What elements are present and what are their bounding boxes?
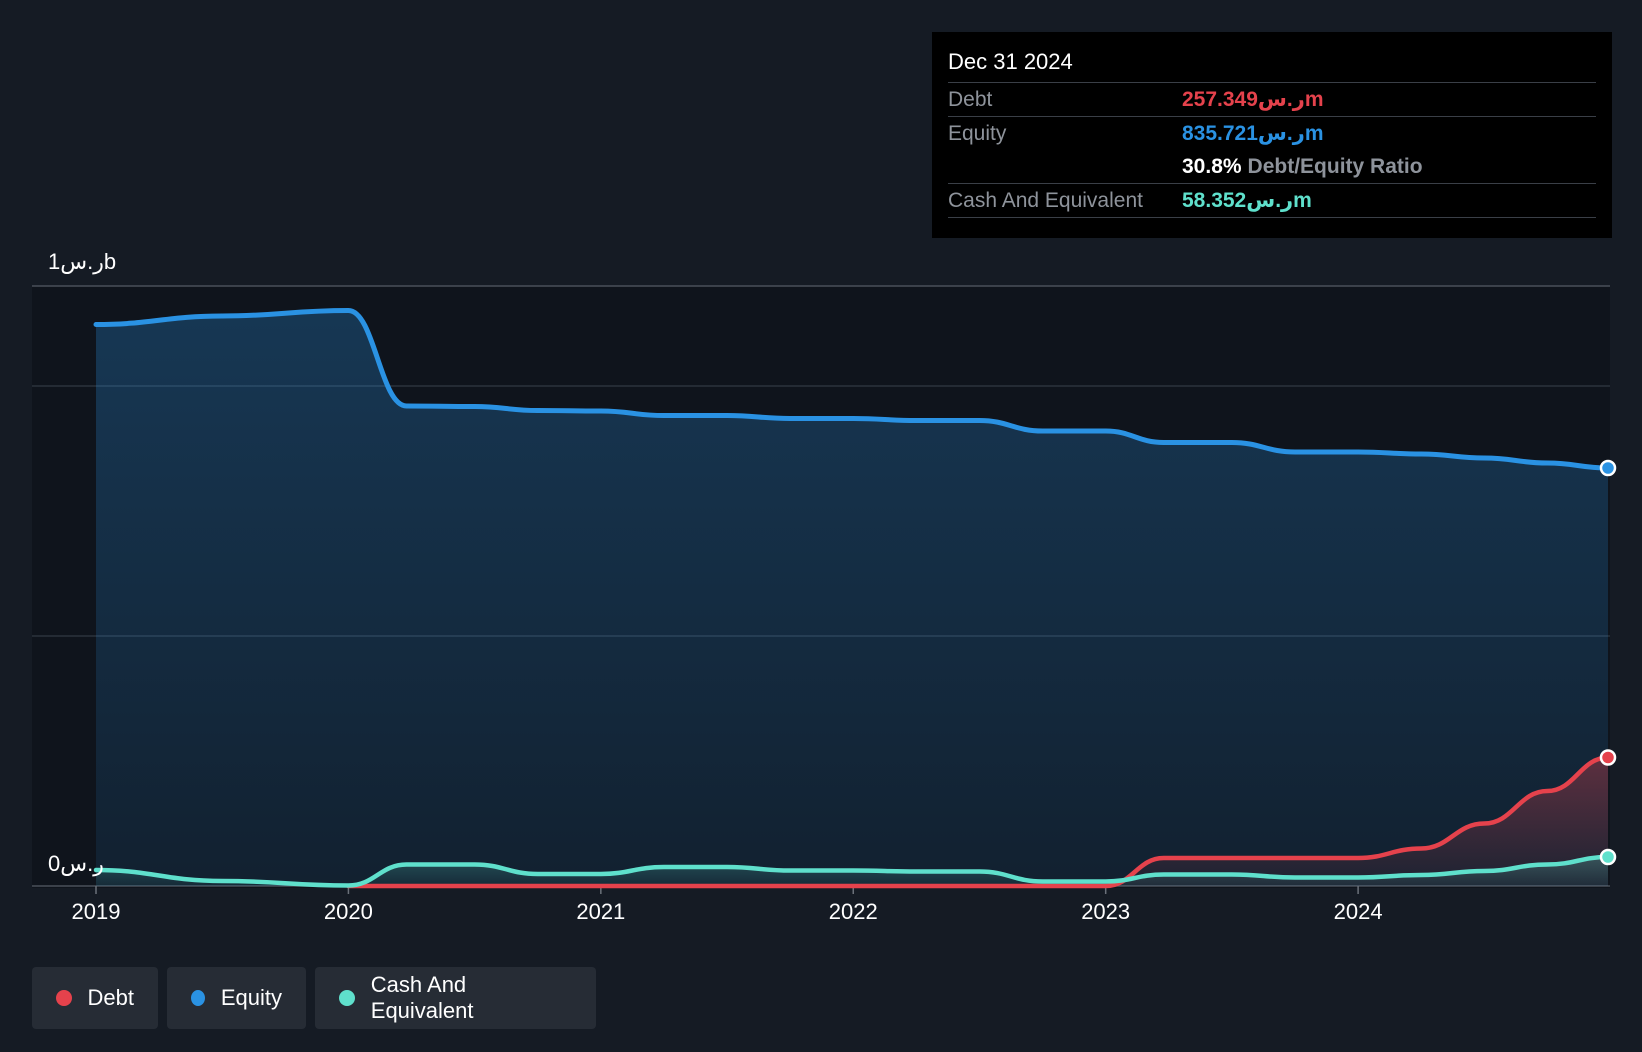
legend-item-debt[interactable]: Debt bbox=[32, 967, 158, 1029]
y-tick-label-top: 1ر.سb bbox=[48, 249, 117, 274]
legend-dot-debt bbox=[56, 990, 72, 1006]
tooltip-debt-value: 257.349ر.سm bbox=[1182, 88, 1324, 111]
cash-and-equivalent-line bbox=[93, 854, 1611, 888]
debt-line bbox=[346, 755, 1611, 889]
x-tick-label: 2024 bbox=[1333, 899, 1383, 924]
equity-line bbox=[93, 308, 1611, 471]
tooltip-row-equity: Equity 835.721ر.سm bbox=[948, 117, 1596, 150]
x-tick-label: 2020 bbox=[323, 899, 373, 924]
debt-end-point[interactable] bbox=[1599, 749, 1617, 766]
legend-dot-cash bbox=[339, 990, 355, 1006]
legend-label-equity: Equity bbox=[220, 985, 282, 1010]
equity-area bbox=[96, 310, 1608, 886]
tooltip-row-ratio: 30.8% Debt/Equity Ratio bbox=[948, 150, 1596, 184]
tooltip-equity-value: 835.721ر.سm bbox=[1182, 122, 1324, 145]
legend-label-debt: Debt bbox=[87, 985, 134, 1010]
x-tick-label: 2019 bbox=[71, 899, 121, 924]
tooltip-row-cash: Cash And Equivalent 58.352ر.سm bbox=[948, 184, 1596, 218]
legend-label-cash: Cash And Equivalent bbox=[370, 972, 474, 1023]
x-tick-label: 2022 bbox=[828, 899, 878, 924]
y-tick-label-zero: 0ر.س bbox=[48, 851, 104, 876]
legend-item-equity[interactable]: Equity bbox=[167, 967, 306, 1029]
series-end-markers bbox=[1599, 459, 1617, 866]
tooltip-ratio-label: Debt/Equity Ratio bbox=[1247, 155, 1423, 178]
tooltip-row-debt: Debt 257.349ر.سm bbox=[948, 83, 1596, 117]
tooltip-equity-label: Equity bbox=[948, 122, 1007, 145]
x-tick-label: 2023 bbox=[1081, 899, 1131, 924]
hover-tooltip: Dec 31 2024 Debt 257.349ر.سm Equity 835.… bbox=[932, 32, 1612, 238]
chart-legend: Debt Equity Cash And Equivalent bbox=[32, 967, 596, 1029]
equity-end-point[interactable] bbox=[1599, 459, 1617, 477]
tooltip-ratio-value: 30.8% bbox=[1182, 155, 1242, 178]
x-tick-label: 2021 bbox=[576, 899, 626, 924]
tooltip-cash-label: Cash And Equivalent bbox=[948, 189, 1143, 212]
series-lines bbox=[93, 308, 1611, 889]
tooltip-date: Dec 31 2024 bbox=[948, 46, 1596, 83]
tooltip-cash-value: 58.352ر.سm bbox=[1182, 189, 1312, 212]
tooltip-debt-label: Debt bbox=[948, 88, 993, 111]
legend-item-cash[interactable]: Cash And Equivalent bbox=[315, 967, 596, 1029]
legend-dot-equity bbox=[191, 990, 205, 1006]
cash-and-equivalent-end-point[interactable] bbox=[1599, 848, 1617, 866]
